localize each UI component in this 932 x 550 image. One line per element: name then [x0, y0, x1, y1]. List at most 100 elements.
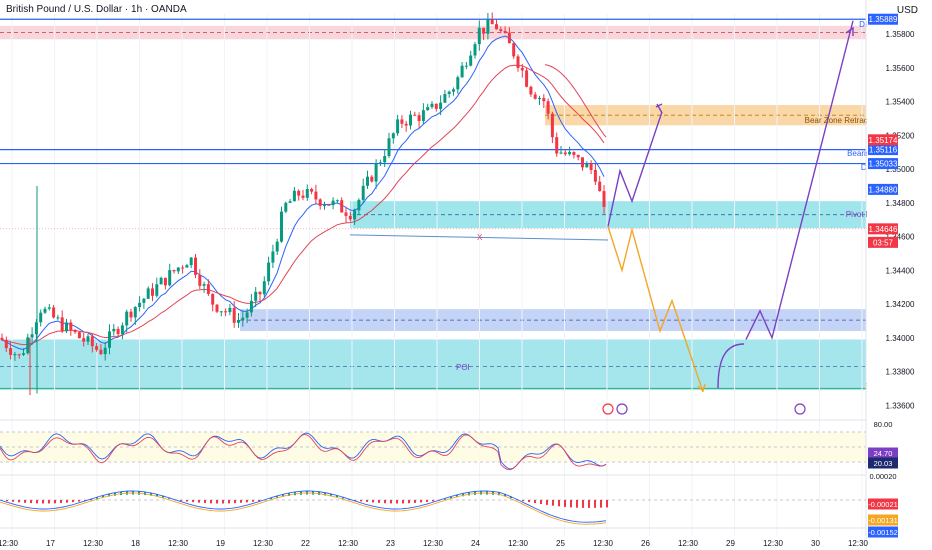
time-tick: 12:30 [763, 539, 784, 548]
candle-body [194, 257, 197, 275]
candle-body [568, 152, 572, 155]
candle-body [292, 190, 296, 202]
level-lines [0, 18, 866, 241]
candle-body [52, 307, 56, 318]
candle-body [413, 114, 417, 116]
macd-bar [534, 500, 536, 504]
macd-bar [204, 500, 206, 504]
candle-body [185, 265, 189, 268]
price-tick: 1.35200 [886, 131, 915, 140]
macd-bar [30, 500, 32, 504]
candle-body [550, 113, 554, 138]
price-tag-text: 1.35033 [869, 160, 898, 169]
indicator-tag [868, 457, 898, 469]
candle-body [460, 65, 464, 78]
candle-body [125, 311, 129, 326]
time-tick: 12:30 [338, 539, 359, 548]
candle-body [529, 86, 533, 95]
candle-body [168, 270, 172, 286]
candle-body [602, 191, 606, 207]
candle-body [258, 291, 262, 295]
arrow-head-rally [845, 26, 854, 36]
macd-bar [606, 500, 608, 508]
macd-bar [72, 500, 74, 503]
candle-body [215, 304, 219, 312]
candle-body [112, 328, 116, 332]
candle-body [275, 241, 279, 252]
time-tick: 23 [386, 539, 395, 548]
candle-body [211, 293, 215, 305]
macd-bar [60, 500, 62, 504]
macd-bar [324, 492, 326, 496]
candle-body [353, 210, 357, 220]
zone--ob [240, 309, 866, 332]
indicator-tag [868, 447, 898, 459]
macd-bar [564, 500, 566, 507]
candle-body [323, 204, 326, 206]
candle-body [400, 119, 404, 124]
candle-body [314, 191, 318, 200]
candle-body [503, 30, 507, 33]
candle-body [4, 339, 8, 349]
candle-body [56, 317, 60, 319]
candle-body [310, 189, 314, 192]
macd-bar [588, 500, 590, 508]
time-tick: 12:30 [253, 539, 274, 548]
candle-body [327, 204, 331, 206]
time-tick: 29 [726, 539, 735, 548]
candle-body [404, 123, 408, 126]
macd-bar [264, 499, 266, 501]
macd-bar [150, 492, 152, 496]
candle-body [421, 110, 425, 121]
macd-bar [528, 500, 530, 503]
macd-signal-line [0, 492, 607, 525]
macd-bar [594, 500, 596, 508]
price-tag [868, 236, 898, 248]
candle-body [198, 274, 202, 286]
macd-bar [414, 500, 416, 503]
price-axis[interactable]: 1.35800 1.35600 1.35400 1.35200 1.35000 1.348… [865, 0, 932, 550]
arrow-head [655, 103, 663, 114]
candle-body [271, 251, 275, 263]
chart-title: British Pound / U.S. Dollar · 1h · OANDA [6, 4, 187, 15]
time-tick: 19 [216, 539, 225, 548]
candle-body [163, 277, 167, 286]
time-tick: 22 [301, 539, 310, 548]
time-axis[interactable]: 12:30 17 12:30 18 12:30 19 12:30 22 12:30 23 12:30… [0, 536, 869, 550]
label-x-marker: X [477, 233, 483, 242]
macd-bar [558, 500, 560, 507]
candle-body [387, 138, 391, 157]
zones-layer [0, 25, 866, 391]
macd-bar [402, 500, 404, 504]
candle-body [116, 328, 120, 335]
macd-bar [102, 495, 104, 498]
price-tick: 1.34800 [886, 199, 915, 208]
time-tick: 30 [811, 539, 820, 548]
candle-body [301, 195, 305, 198]
candle-body [482, 27, 486, 34]
grid-layer [11, 14, 863, 545]
time-tick: 12:30 [678, 539, 699, 548]
candle-body [585, 163, 589, 168]
candle-body [228, 307, 232, 313]
macd-bar [258, 500, 260, 502]
currency-label: USD [896, 5, 918, 16]
candle-body [516, 56, 520, 68]
event-icon [794, 403, 806, 415]
time-tick: 12:30 [168, 539, 189, 548]
candle-body [426, 107, 430, 111]
indicator-panes [0, 419, 866, 529]
indicator-value: -0.00021 [868, 500, 898, 509]
candle-body [486, 19, 490, 34]
candle-body [477, 27, 481, 45]
candle-body [262, 281, 266, 295]
indicator-value: 24.70 [874, 449, 893, 458]
candle-body [335, 200, 339, 202]
projection-recovery [717, 343, 745, 389]
price-tag [868, 158, 898, 170]
candle-body [533, 94, 537, 99]
label-pivot-point: Pivot Point [846, 210, 885, 219]
candle-body [331, 200, 335, 206]
candle-body [374, 163, 378, 182]
